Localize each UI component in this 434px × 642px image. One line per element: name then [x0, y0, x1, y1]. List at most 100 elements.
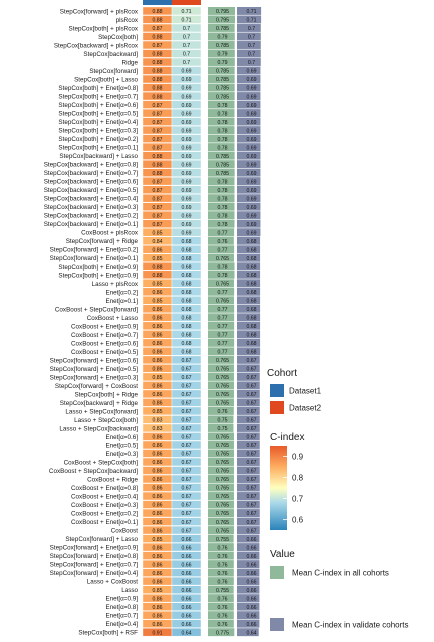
- mean-bar: [208, 585, 234, 594]
- cell-value-label: 0.87: [152, 196, 162, 202]
- cell-value-label: 0.84: [152, 239, 162, 245]
- heatmap-cell: [171, 228, 202, 237]
- cell-value-label: 0.91: [152, 630, 162, 636]
- mean-bar: [237, 168, 261, 177]
- mean-value-label: 0.68: [246, 316, 256, 322]
- cell-value-label: 0.69: [181, 128, 191, 134]
- mean-bar: [237, 602, 260, 611]
- mean-value-label: 0.785: [216, 77, 229, 83]
- mean-value-label: 0.69: [246, 230, 256, 236]
- cell-value-label: 0.85: [152, 537, 162, 543]
- mean-bar: [237, 483, 260, 492]
- cohort-header: [143, 0, 201, 5]
- cell-value-label: 0.67: [181, 460, 191, 466]
- heatmap-cell: [171, 347, 202, 356]
- cell-value-label: 0.71: [181, 18, 191, 24]
- mean-value-label: 0.77: [217, 324, 227, 330]
- mean-value-label: 0.67: [246, 367, 256, 373]
- cell-value-label: 0.87: [152, 103, 162, 109]
- mean-value-label: 0.66: [246, 622, 256, 628]
- mean-value-label: 0.79: [217, 35, 227, 41]
- cell-value-label: 0.68: [181, 281, 191, 287]
- cell-value-label: 0.86: [152, 562, 162, 568]
- cell-value-label: 0.69: [181, 171, 191, 177]
- cell-value-label: 0.67: [181, 367, 191, 373]
- mean-bar: [208, 126, 235, 135]
- mean-bar: [237, 415, 260, 424]
- mean-value-label: 0.67: [246, 477, 256, 483]
- mean-bar: [237, 458, 260, 466]
- cell-value-label: 0.69: [181, 154, 191, 160]
- cell-value-label: 0.7: [183, 35, 190, 41]
- mean-bar: [208, 58, 235, 66]
- mean-bar: [237, 611, 260, 620]
- row-label: Lasso + StepCox[forward]: [65, 408, 138, 415]
- cell-value-label: 0.88: [152, 60, 162, 66]
- heatmap-cell: [171, 474, 202, 484]
- mean-value-label: 0.765: [216, 460, 229, 466]
- mean-bar: [237, 517, 260, 526]
- heatmap-cell: [171, 602, 202, 611]
- row-label: StepCox[both] + Ridge: [74, 391, 138, 398]
- mean-value-label: 0.7: [248, 35, 255, 41]
- mean-bar: [208, 560, 234, 569]
- cell-value-label: 0.88: [152, 77, 162, 83]
- row-label: StepCox[forward] + Enet[α=0.7]: [50, 562, 139, 569]
- row-label: CoxBoost + Enet[α=0.4]: [71, 494, 138, 501]
- mean-value-label: 0.68: [246, 307, 256, 313]
- heatmap-cell: [171, 406, 202, 416]
- legend-cindex-title: C-index: [270, 432, 304, 443]
- mean-value-label: 0.66: [246, 562, 256, 568]
- mean-value-label: 0.765: [216, 392, 229, 398]
- heatmap-cell: [171, 389, 202, 399]
- mean-bar: [208, 262, 235, 271]
- cell-value-label: 0.85: [152, 375, 162, 381]
- row-label: StepCox[both] + Enet[α=0.5]: [58, 111, 138, 118]
- cell-value-label: 0.86: [152, 247, 162, 253]
- mean-value-label: 0.795: [216, 18, 229, 24]
- cell-value-label: 0.87: [152, 128, 162, 134]
- cell-value-label: 0.69: [181, 179, 191, 185]
- cell-value-label: 0.67: [181, 486, 191, 492]
- legend-value-title: Value: [270, 549, 295, 560]
- row-label: CoxBoost + Enet[α=0.9]: [71, 323, 138, 330]
- mean-value-label: 0.66: [246, 613, 256, 619]
- colorbar-tick-label: 0.6: [292, 516, 304, 525]
- mean-value-label: 0.67: [246, 384, 256, 390]
- heatmap-cell: [171, 398, 202, 407]
- row-label: StepCox[forward] + CoxBoost: [55, 383, 138, 390]
- cell-value-label: 0.88: [152, 171, 162, 177]
- mean-value-label: 0.765: [216, 401, 229, 407]
- mean-value-label: 0.785: [216, 154, 229, 160]
- cell-value-label: 0.86: [152, 401, 162, 407]
- cell-value-label: 0.67: [181, 384, 191, 390]
- mean-value-label: 0.69: [246, 69, 256, 75]
- row-label: CoxBoost + Enet[α=0.3]: [71, 502, 138, 509]
- mean-value-label: 0.79: [217, 52, 227, 58]
- cell-value-label: 0.86: [152, 384, 162, 390]
- cell-value-label: 0.68: [181, 316, 191, 322]
- mean-bar: [208, 466, 234, 475]
- mean-value-label: 0.71: [246, 9, 256, 15]
- mean-bar: [237, 449, 260, 458]
- mean-bar: [237, 364, 260, 373]
- mean-bar: [208, 7, 235, 15]
- mean-value-label: 0.68: [246, 333, 256, 339]
- mean-value-label: 0.67: [246, 469, 256, 475]
- cell-value-label: 0.86: [152, 494, 162, 500]
- heatmap-cell: [171, 559, 202, 569]
- mean-bar: [208, 628, 235, 637]
- mean-value-label: 0.785: [216, 171, 229, 177]
- mean-value-label: 0.78: [217, 188, 227, 194]
- row-label: StepCox[both] + plsRcox: [69, 25, 139, 32]
- cell-value-label: 0.86: [152, 571, 162, 577]
- cell-value-label: 0.67: [181, 520, 191, 526]
- heatmap-cell: [171, 74, 202, 84]
- cell-value-label: 0.68: [181, 273, 191, 279]
- heatmap-cell: [171, 236, 202, 245]
- heatmap-cell: [171, 483, 202, 492]
- mean-bar: [237, 245, 261, 254]
- cell-value-label: 0.67: [181, 503, 191, 509]
- cell-value-label: 0.69: [181, 111, 191, 117]
- row-label: Enet[α=0.9]: [105, 596, 138, 603]
